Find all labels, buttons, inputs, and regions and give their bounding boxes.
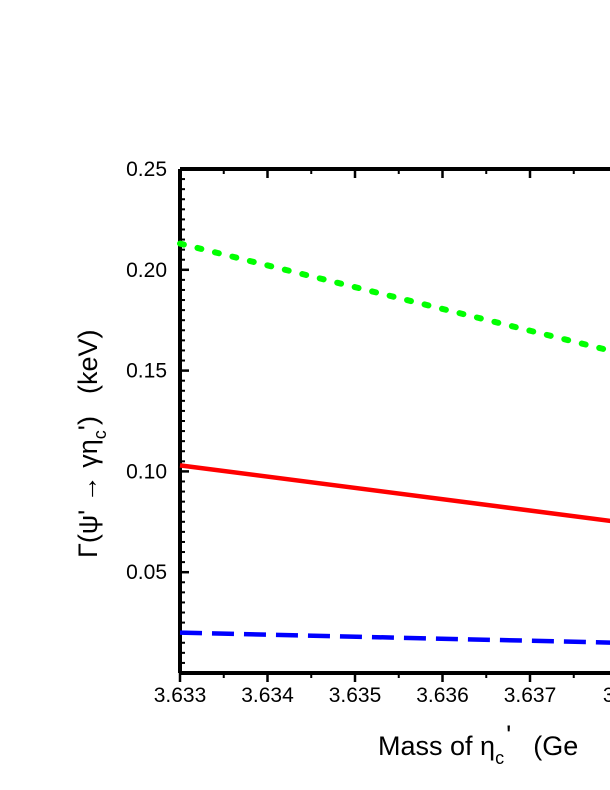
y-tick-label: 0.10 <box>126 460 167 483</box>
x-axis-label-prefix: Mass of <box>378 731 480 761</box>
x-axis-label: Mass of ηc' (Ge <box>378 720 578 768</box>
y-axis-label-unit: (keV) <box>73 330 103 395</box>
plot-frame <box>178 167 610 675</box>
series-line-0 <box>177 240 610 354</box>
x-axis-label-symbol: η <box>480 731 495 761</box>
tick-marks <box>178 169 575 682</box>
y-tick-labels: 0.05 0.10 0.15 0.20 0.25 <box>126 158 167 584</box>
x-tick-label: 3.6 <box>603 684 610 707</box>
x-tick-label: 3.633 <box>154 684 207 707</box>
x-tick-label: 3.634 <box>241 684 294 707</box>
x-tick-labels: 3.633 3.634 3.635 3.636 3.637 3.6 <box>154 684 610 707</box>
x-tick-label: 3.635 <box>329 684 382 707</box>
y-axis-label-sub: c <box>90 430 110 439</box>
y-tick-label: 0.20 <box>126 259 167 282</box>
y-axis-label-close: ') <box>73 416 103 430</box>
y-tick-label: 0.25 <box>126 158 167 181</box>
series-line-2 <box>179 630 610 645</box>
y-tick-label: 0.15 <box>126 360 167 383</box>
x-axis-label-sub: c <box>495 748 504 768</box>
y-axis-label-main: Γ(ψ' → γη <box>73 439 103 558</box>
x-tick-label: 3.636 <box>416 684 469 707</box>
y-axis-label: Γ(ψ' → γηc') (keV) <box>73 330 110 558</box>
series-line-1 <box>179 463 610 524</box>
y-tick-label: 0.05 <box>126 561 167 584</box>
x-axis-label-prime: ' <box>506 720 511 750</box>
x-axis-label-unit: (Ge <box>533 731 578 761</box>
x-tick-label: 3.637 <box>504 684 557 707</box>
series-layer <box>177 240 610 645</box>
